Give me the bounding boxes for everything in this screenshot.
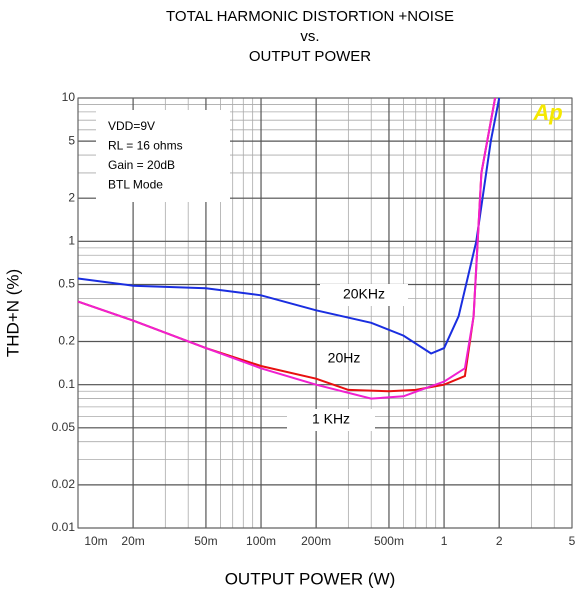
chart-title: vs. [300,28,319,45]
y-tick-label: 0.5 [58,277,75,291]
y-tick-label: 0.02 [52,477,76,491]
x-tick-label: 5 [569,534,575,548]
series-label-box [320,284,408,306]
annotation: RL = 16 ohms [108,139,183,153]
y-tick-label: 0.05 [52,420,76,434]
x-tick-label: 500m [374,534,404,548]
series-label: 1 KHz [312,411,350,427]
x-axis-label: OUTPUT POWER (W) [225,569,396,588]
logo: Ap [532,100,562,125]
x-tick-label: 100m [246,534,276,548]
chart-title: TOTAL HARMONIC DISTORTION +NOISE [166,8,454,25]
grid [77,97,573,529]
chart-title: OUTPUT POWER [249,48,371,65]
x-tick-label: 1 [441,534,448,548]
series-label-box [287,409,375,431]
x-tick-label: 2 [496,534,503,548]
x-tick-label: 10m [84,534,107,548]
x-tick-label: 50m [194,534,217,548]
labels: TOTAL HARMONIC DISTORTION +NOISE vs. OUTPU… [3,8,575,589]
y-axis-label: THD+N (%) [3,269,22,357]
x-tick-label: 20m [121,534,144,548]
y-tick-label: 10 [62,90,76,104]
x-tick-label: 200m [301,534,331,548]
y-tick-label: 5 [68,133,75,147]
annotation: BTL Mode [108,178,163,192]
y-tick-label: 0.2 [58,334,75,348]
y-tick-label: 0.01 [52,520,76,534]
series-line [77,97,497,400]
y-tick-label: 1 [68,234,75,248]
y-tick-label: 2 [68,190,75,204]
annotation: Gain = 20dB [108,158,175,172]
series-label: 20KHz [343,286,385,302]
series-label: 20Hz [328,350,361,366]
annotation: VDD=9V [108,119,155,133]
mask [78,0,575,97]
y-tick-label: 0.1 [58,377,75,391]
plot-frame [77,97,573,529]
annotation-box [96,110,230,202]
lines [77,97,501,400]
series-line [77,97,501,355]
